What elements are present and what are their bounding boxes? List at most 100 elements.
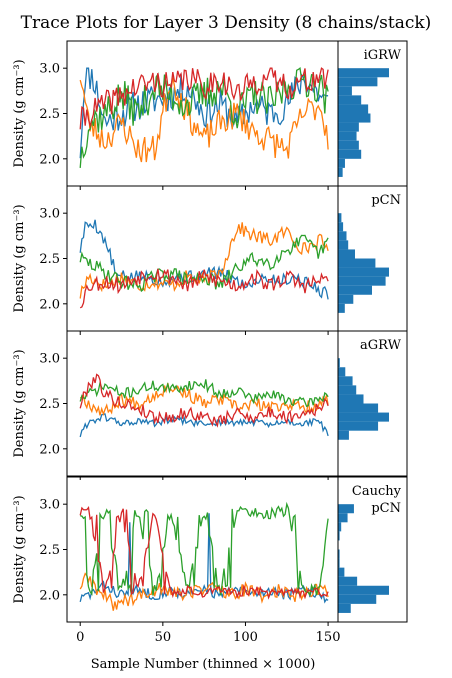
- histogram-bar: [338, 77, 378, 87]
- y-tick-label: 2.0: [39, 152, 60, 167]
- histogram-frame: [337, 476, 408, 623]
- x-tick-label: 0: [76, 630, 84, 645]
- density-histogram: [338, 504, 389, 613]
- histogram-bar: [338, 213, 342, 223]
- y-tick-label: 2.0: [39, 442, 60, 457]
- y-axis-label: Density (g cm⁻³): [12, 349, 27, 457]
- y-tick-label: 2.5: [39, 252, 60, 267]
- histogram-bar: [338, 95, 362, 105]
- x-tick-label: 50: [155, 630, 172, 645]
- panel-label: Cauchy: [352, 484, 402, 499]
- histogram-bar: [338, 285, 372, 295]
- histogram-bar: [338, 231, 347, 241]
- y-tick-label: 2.5: [39, 543, 60, 558]
- histogram-bar: [338, 267, 389, 277]
- y-axis-label: Density (g cm⁻³): [12, 59, 27, 167]
- y-tick-label: 3.0: [39, 352, 60, 367]
- histogram-bar: [338, 430, 349, 440]
- panel-3: 2.0 2.5 3.0 aGRW Density (g cm⁻³): [12, 330, 408, 480]
- density-histogram: [338, 213, 389, 313]
- chain-2-trace: [79, 77, 329, 163]
- density-histogram: [338, 358, 389, 440]
- chain-3-trace: [79, 379, 329, 408]
- histogram-bar: [338, 68, 389, 78]
- chain-2-trace: [79, 222, 329, 299]
- histogram-bar: [338, 549, 340, 559]
- histogram-bar: [338, 504, 354, 514]
- y-axis-label: Density (g cm⁻³): [12, 204, 27, 312]
- chain-3-trace: [80, 501, 329, 597]
- histogram-bar: [338, 376, 353, 386]
- y-tick-label: 2.0: [39, 588, 60, 603]
- chain-1-trace: [79, 67, 329, 159]
- histogram-bar: [338, 394, 364, 404]
- histogram-bar: [338, 513, 348, 523]
- panel-2: 2.0 2.5 3.0 pCN Density (g cm⁻³): [12, 185, 408, 335]
- chain-3-trace: [79, 234, 329, 293]
- histogram-bar: [338, 403, 379, 413]
- histogram-bar: [338, 358, 340, 368]
- x-axis-label: Sample Number (thinned × 1000): [91, 657, 316, 672]
- histogram-bar: [338, 258, 376, 268]
- y-tick-label: 3.0: [39, 207, 60, 222]
- chart-title: Trace Plots for Layer 3 Density (8 chain…: [21, 13, 432, 33]
- y-axis-label: Density (g cm⁻³): [12, 495, 27, 603]
- histogram-bar: [338, 131, 357, 141]
- panel-label: aGRW: [360, 338, 402, 353]
- histogram-bar: [338, 167, 343, 177]
- chain-2-trace: [79, 572, 329, 611]
- histogram-bar: [338, 567, 345, 577]
- histogram-bar: [338, 558, 340, 568]
- chain-2-trace: [79, 382, 329, 417]
- x-tick-label: 150: [316, 630, 341, 645]
- x-tick-label: 100: [233, 630, 258, 645]
- y-tick-label: 2.5: [39, 397, 60, 412]
- histogram-bar: [338, 585, 389, 595]
- panels-group: 2.0 2.5 3.0 iGRW Density (g cm⁻³) 2.0 2.5 3.0 pC…: [12, 40, 408, 645]
- histogram-bar: [338, 522, 342, 532]
- histogram-bar: [338, 603, 351, 613]
- histogram-bar: [338, 367, 346, 377]
- histogram-bar: [338, 240, 349, 250]
- histogram-bar: [338, 421, 379, 431]
- plot-frame: [66, 185, 339, 332]
- panel-1: 2.0 2.5 3.0 iGRW Density (g cm⁻³): [12, 40, 408, 190]
- trace-lines: [79, 373, 329, 438]
- trace-lines: [79, 501, 329, 611]
- histogram-bar: [338, 113, 371, 123]
- trace-lines: [79, 219, 329, 309]
- chain-1-trace: [79, 513, 329, 604]
- histogram-bar: [338, 412, 389, 422]
- histogram-bar: [338, 576, 358, 586]
- histogram-bar: [338, 104, 369, 114]
- histogram-bar: [338, 385, 357, 395]
- histogram-bar: [338, 594, 377, 604]
- panel-label: pCN: [371, 501, 401, 516]
- histogram-bar: [338, 122, 359, 132]
- histogram-bar: [338, 149, 362, 159]
- histogram-bar: [338, 86, 352, 96]
- y-tick-label: 3.0: [39, 498, 60, 513]
- histogram-bar: [338, 531, 340, 541]
- panel-label: iGRW: [364, 48, 402, 63]
- y-tick-label: 2.5: [39, 107, 60, 122]
- panel-4: 2.0 2.5 3.0 Cauchy pCN Density (g cm⁻³): [12, 476, 408, 626]
- histogram-frame: [337, 330, 408, 477]
- chain-4-trace: [79, 506, 329, 600]
- chain-4-trace: [79, 268, 329, 309]
- y-tick-label: 2.0: [39, 297, 60, 312]
- histogram-bar: [338, 222, 344, 232]
- histogram-bar: [338, 303, 345, 313]
- histogram-bar: [338, 249, 355, 259]
- trace-lines: [79, 67, 329, 168]
- chain-4-trace: [79, 373, 329, 428]
- histogram-bar: [338, 158, 345, 168]
- y-tick-label: 3.0: [39, 62, 60, 77]
- panel-label: pCN: [371, 193, 401, 208]
- density-histogram: [338, 68, 389, 177]
- chain-4-trace: [79, 67, 329, 130]
- histogram-bar: [338, 294, 354, 304]
- histogram-bar: [338, 276, 386, 286]
- histogram-bar: [338, 140, 359, 150]
